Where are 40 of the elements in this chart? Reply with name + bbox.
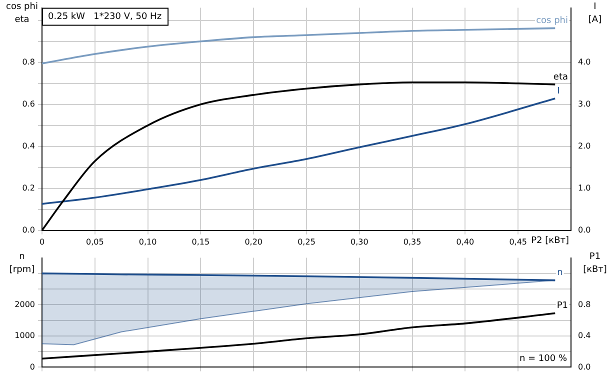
y2-axis-title: I [A]	[588, 2, 602, 25]
y2-tick-label: 3.0	[578, 99, 591, 108]
y2-tick-label: 0.4	[578, 331, 591, 340]
y2-tick-label: 1.0	[578, 183, 591, 192]
y2-tick-label: 2.0	[578, 141, 591, 150]
y2-tick-label: 4.0	[578, 57, 591, 66]
y2-tick-label: 0.8	[578, 300, 591, 309]
line-series	[42, 98, 556, 205]
y2-tick-label: 0.0	[578, 225, 591, 234]
series-label: P1	[556, 301, 568, 312]
y-tick-label: 0.6	[22, 99, 35, 108]
y2-tick-label: 0.0	[578, 362, 591, 372]
series-label: I	[557, 86, 560, 96]
y-tick-label: 1000	[14, 331, 35, 340]
y-axis-title: cos phi eta	[6, 2, 38, 25]
x-tick-label: 0,35	[403, 237, 422, 246]
annotation: n = 100 %	[519, 354, 568, 364]
series-label: eta	[553, 72, 568, 82]
series-label: n	[557, 268, 563, 278]
x-tick-label: 0,25	[298, 237, 316, 246]
y-tick-label: 0.2	[22, 183, 35, 192]
y2-axis-title: P1 [кВт]	[583, 252, 607, 275]
y-tick-label: 0	[30, 362, 35, 372]
x-tick-label: 0,10	[138, 237, 157, 246]
x-tick-label: 0,45	[509, 237, 528, 246]
y-tick-label: 0.0	[22, 225, 35, 234]
y-tick-label: 2000	[14, 300, 35, 309]
x-tick-label: 0,30	[350, 237, 368, 246]
x-tick-label: 0,40	[456, 237, 474, 246]
y-axis-title: n [rpm]	[9, 252, 35, 275]
text: 0.25 kW 1*230 V, 50 Hz	[48, 12, 162, 22]
x-axis-title: P2 [кВт]	[531, 236, 569, 246]
x-tick-label: 0	[39, 237, 45, 246]
y-tick-label: 0.4	[22, 141, 35, 150]
series-label: cos phi	[536, 16, 568, 26]
x-tick-label: 0,15	[192, 237, 210, 246]
x-tick-label: 0,05	[86, 237, 104, 246]
line-series	[42, 27, 556, 64]
y-tick-label: 0.8	[22, 57, 35, 66]
x-tick-label: 0,20	[244, 237, 263, 246]
